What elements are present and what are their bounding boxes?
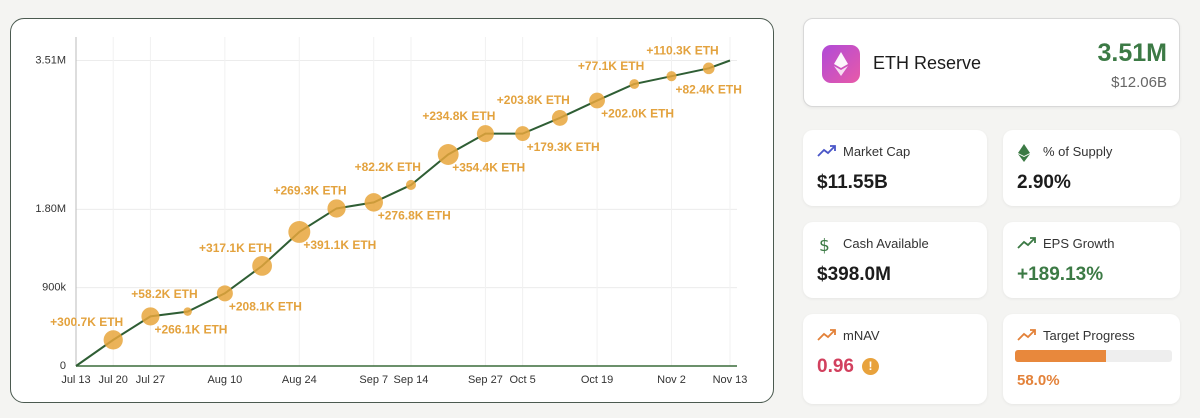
metric-card: % of Supply 2.90%	[1003, 130, 1180, 206]
bubble-label: +317.1K ETH	[199, 241, 272, 255]
bubble	[103, 330, 123, 350]
metric-label: mNAV	[843, 328, 880, 343]
bubble	[141, 307, 160, 326]
metric-label: Cash Available	[843, 236, 929, 251]
metric-value: 2.90%	[1017, 172, 1071, 193]
y-tick-label: 0	[60, 360, 66, 372]
bubble	[288, 220, 311, 243]
x-tick-label: Aug 10	[207, 374, 242, 386]
bubble	[216, 285, 233, 302]
eth-green-icon	[1018, 144, 1030, 162]
y-tick-label: 1.80M	[35, 203, 66, 215]
reserve-title: ETH Reserve	[873, 53, 982, 73]
bubble	[405, 179, 417, 190]
metric-card: $ Cash Available $398.0M	[803, 222, 987, 298]
metric-label: Market Cap	[843, 144, 911, 159]
x-tick-label: Jul 27	[136, 374, 165, 386]
bubble	[327, 199, 346, 218]
metric-label: EPS Growth	[1043, 236, 1115, 251]
x-tick-label: Oct 19	[581, 374, 613, 386]
bubble-label: +266.1K ETH	[154, 323, 227, 337]
reserve-value: 3.51M	[1097, 39, 1167, 67]
bubble-label: +234.8K ETH	[422, 109, 495, 123]
x-tick-label: Nov 2	[657, 374, 686, 386]
bubble	[629, 79, 640, 89]
bubble-label: +82.4K ETH	[676, 82, 742, 96]
bubble-label: +58.2K ETH	[131, 287, 197, 301]
y-tick-label: 3.51M	[35, 54, 66, 66]
progress-bar	[1015, 350, 1107, 362]
bubble-label: +269.3K ETH	[273, 184, 346, 198]
y-tick-label: 900k	[42, 282, 66, 294]
bubble	[702, 62, 715, 75]
bubble-label: +82.2K ETH	[355, 160, 421, 174]
metric-card: mNAV 0.96!	[803, 314, 987, 404]
bubble-label: +202.0K ETH	[601, 107, 674, 121]
bubble	[666, 71, 677, 82]
trend-icon	[1017, 237, 1036, 249]
bubble	[364, 193, 383, 212]
eth-logo	[834, 52, 848, 76]
bubble	[476, 125, 494, 143]
bubble-label: +77.1K ETH	[578, 59, 644, 73]
reserve-card: ETH Reserve 3.51M $12.06B	[803, 18, 1180, 107]
metric-value: $11.55B	[817, 172, 888, 193]
bubble-label: +110.3K ETH	[646, 44, 718, 58]
progress-track	[1015, 350, 1172, 362]
metric-label: % of Supply	[1043, 144, 1113, 159]
bubble-label: +276.8K ETH	[378, 209, 451, 223]
warning-icon[interactable]: !	[861, 358, 879, 375]
bubble-label: +203.8K ETH	[497, 93, 570, 107]
trend-icon	[1017, 329, 1036, 341]
metric-value: $398.0M	[817, 264, 891, 285]
reserve-usd: $12.06B	[1111, 74, 1167, 91]
bubble-label: +391.1K ETH	[303, 238, 376, 252]
progress-label: Target Progress	[1043, 328, 1135, 343]
svg-text:$: $	[819, 236, 830, 254]
metric-value: +189.13%	[1017, 264, 1104, 285]
bubble-label: +208.1K ETH	[229, 299, 302, 313]
x-tick-label: Jul 13	[61, 374, 90, 386]
metric-card: Market Cap $11.55B	[803, 130, 987, 206]
bubble	[589, 92, 605, 109]
dollar-icon: $	[819, 236, 830, 254]
trend-icon	[817, 145, 836, 157]
progress-value: 58.0%	[1017, 372, 1060, 389]
progress-card: Target Progress 58.0%	[1003, 314, 1180, 404]
bubble	[515, 126, 531, 142]
chart: 0 900k 1.80M 3.51M Jul 13 Jul 20 Jul 27 Aug 10 A…	[35, 37, 748, 386]
x-tick-label: Jul 20	[99, 374, 128, 386]
bubble-label: +300.7K ETH	[50, 315, 123, 329]
metric-card: EPS Growth +189.13%	[1003, 222, 1180, 298]
mnav-value: 0.96	[817, 356, 854, 377]
bubble	[252, 256, 272, 276]
x-tick-label: Nov 13	[713, 374, 748, 386]
metric-value: 0.96!	[817, 356, 879, 378]
eth-icon	[822, 45, 860, 83]
bubble-label: +354.4K ETH	[452, 161, 525, 175]
x-tick-label: Oct 5	[509, 374, 535, 386]
x-tick-label: Sep 7	[359, 374, 388, 386]
bubble	[551, 110, 568, 126]
bubble	[183, 307, 192, 316]
x-tick-label: Sep 27	[468, 374, 503, 386]
x-tick-label: Aug 24	[282, 374, 317, 386]
bubble-label: +179.3K ETH	[527, 140, 600, 154]
bubble	[437, 144, 459, 165]
trend-icon	[817, 329, 836, 341]
x-tick-label: Sep 14	[394, 374, 429, 386]
